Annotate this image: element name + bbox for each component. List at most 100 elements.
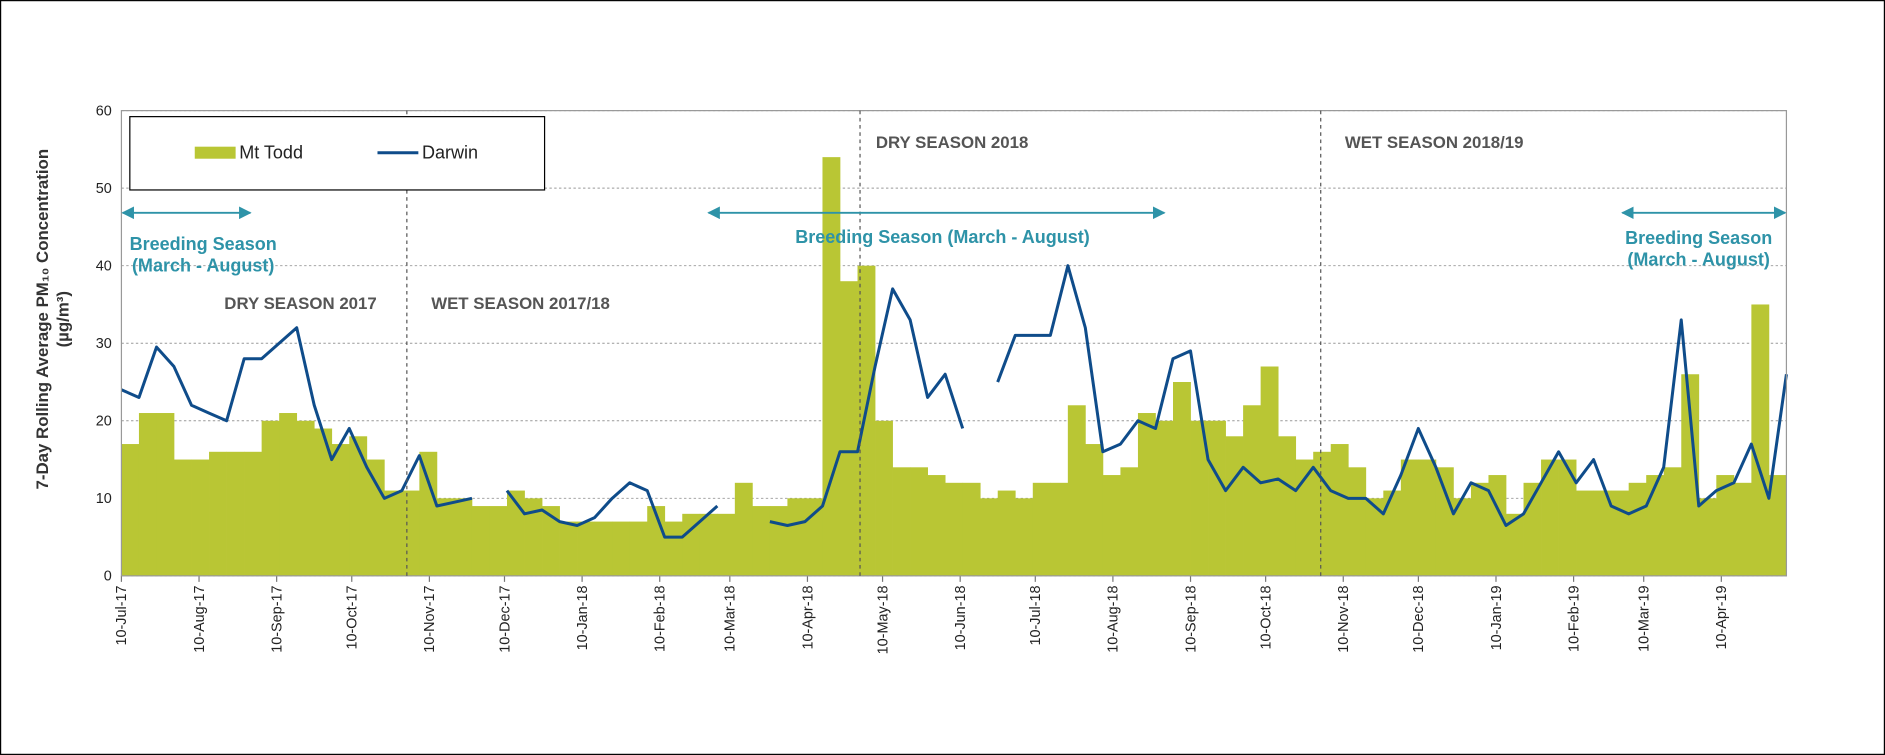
bar [1506, 513, 1524, 576]
bar [454, 498, 473, 576]
bar [1225, 436, 1244, 576]
x-tick-label: 10-Apr-19 [1714, 585, 1730, 649]
bar [436, 498, 455, 576]
bar [1172, 382, 1191, 576]
season-label: WET SEASON 2017/18 [431, 294, 610, 313]
bar [1628, 482, 1647, 576]
bar [1751, 304, 1770, 576]
y-tick-label: 50 [96, 181, 112, 197]
legend-swatch [194, 146, 236, 159]
x-tick-label: 10-Apr-18 [800, 585, 816, 649]
bar [997, 490, 1016, 576]
bar [1681, 374, 1700, 576]
bar [1733, 482, 1752, 576]
bar [629, 521, 648, 576]
bar [279, 413, 298, 576]
bar [1576, 490, 1594, 576]
breeding-label: (March - August) [132, 256, 274, 276]
legend: Mt Todd Darwin [129, 116, 546, 191]
bar [1365, 498, 1384, 576]
bar [1330, 444, 1349, 576]
bar [173, 459, 192, 576]
bar [1716, 475, 1735, 576]
legend-box [129, 116, 546, 191]
bar [787, 498, 806, 576]
bar [542, 506, 560, 576]
bar [506, 490, 525, 576]
x-tick-label: 10-Jul-17 [114, 585, 130, 645]
x-tick-label: 10-Nov-18 [1336, 585, 1352, 652]
bar [980, 498, 999, 576]
bar [1067, 405, 1086, 576]
bar [1453, 498, 1472, 576]
bar [892, 467, 911, 576]
bar [1120, 467, 1139, 576]
x-tick-label: 10-Jul-18 [1028, 585, 1044, 645]
bar [524, 498, 543, 576]
bar [1032, 482, 1051, 576]
bar [1278, 436, 1297, 576]
bar [1155, 420, 1174, 576]
bar [962, 482, 981, 576]
bar [1015, 498, 1034, 576]
bar [1260, 366, 1279, 576]
bar [699, 513, 718, 576]
bar [1488, 475, 1507, 576]
bar [769, 506, 788, 576]
bar [349, 436, 368, 576]
bar [296, 420, 315, 576]
bar [401, 490, 420, 576]
bar [734, 482, 753, 576]
bar [1698, 498, 1717, 576]
y-tick-label: 20 [96, 414, 112, 430]
bar [1400, 459, 1419, 576]
bar [1102, 475, 1121, 576]
y-tick-label: 40 [96, 259, 112, 275]
breeding-label: (March - August) [1627, 250, 1769, 270]
bar [1541, 459, 1559, 576]
x-tick-label: 10-Feb-19 [1566, 585, 1582, 651]
bar [1085, 444, 1104, 576]
y-tick-label: 0 [104, 569, 112, 585]
bar [1768, 475, 1787, 576]
bar [244, 451, 262, 576]
x-tick-label: 10-Jan-19 [1489, 585, 1505, 650]
bar [752, 506, 771, 576]
bar [1243, 405, 1261, 576]
bar [1208, 420, 1226, 576]
bar [331, 444, 350, 576]
bar [1663, 467, 1682, 576]
y-tick-label: 10 [96, 491, 112, 507]
bar [1611, 490, 1630, 576]
bar [1558, 459, 1577, 576]
bar [1190, 420, 1209, 576]
season-label: DRY SEASON 2018 [876, 133, 1028, 152]
bar [664, 521, 683, 576]
bar [261, 420, 280, 576]
x-tick-label: 10-Jun-18 [953, 585, 969, 650]
legend-label: Mt Todd [239, 143, 303, 163]
bar [191, 459, 210, 576]
bar [1470, 482, 1489, 576]
breeding-label: Breeding Season [1625, 228, 1772, 248]
bar [138, 413, 157, 576]
season-label: DRY SEASON 2017 [224, 294, 376, 313]
bar [612, 521, 631, 576]
bar [1418, 459, 1437, 576]
x-tick-label: 10-Dec-18 [1411, 585, 1427, 652]
x-tick-label: 10-Jan-18 [575, 585, 591, 650]
bar [559, 521, 578, 576]
bar [717, 513, 736, 576]
legend-label: Darwin [422, 143, 478, 163]
bar [156, 413, 175, 576]
x-tick-label: 10-Mar-18 [723, 585, 739, 651]
plot-border [120, 110, 1788, 577]
bar [419, 451, 438, 576]
bar [1593, 490, 1612, 576]
bar [489, 506, 508, 576]
bar [682, 513, 701, 576]
y-tick-label: 30 [96, 336, 112, 352]
x-tick-label: 10-Nov-17 [422, 585, 438, 652]
